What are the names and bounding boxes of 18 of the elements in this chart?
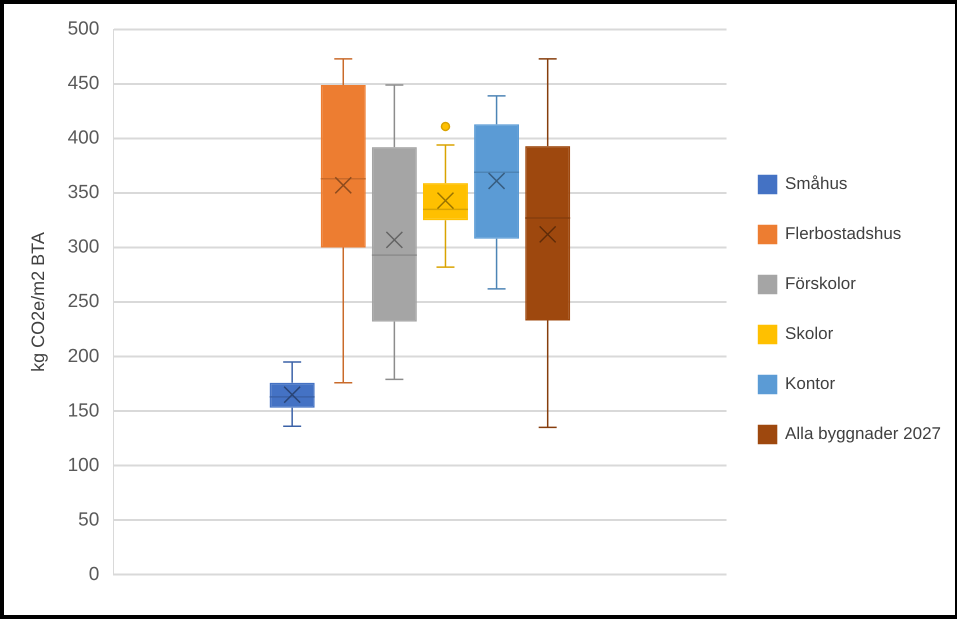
legend-label: Flerbostadshus	[785, 224, 902, 244]
legend-label: Småhus	[785, 174, 848, 194]
y-tick-label: 0	[88, 564, 100, 585]
legend-label: Skolor	[785, 324, 834, 344]
legend-label: Kontor	[785, 374, 836, 394]
y-tick-label: 200	[68, 346, 100, 367]
y-tick-label: 500	[68, 18, 100, 40]
y-tick-label: 450	[68, 73, 100, 94]
legend-label: Förskolor	[785, 274, 856, 294]
y-tick-label: 50	[78, 509, 100, 530]
y-tick-label: 150	[68, 400, 100, 422]
y-tick-label: 250	[68, 291, 100, 312]
y-tick-label: 400	[68, 128, 100, 149]
legend-label: Alla byggnader 2027	[785, 424, 942, 444]
y-tick-label: 300	[68, 236, 100, 258]
y-axis-title: kg CO2e/m2 BTA	[28, 232, 48, 372]
y-tick-label: 100	[68, 454, 100, 476]
y-tick-label: 350	[68, 182, 100, 204]
